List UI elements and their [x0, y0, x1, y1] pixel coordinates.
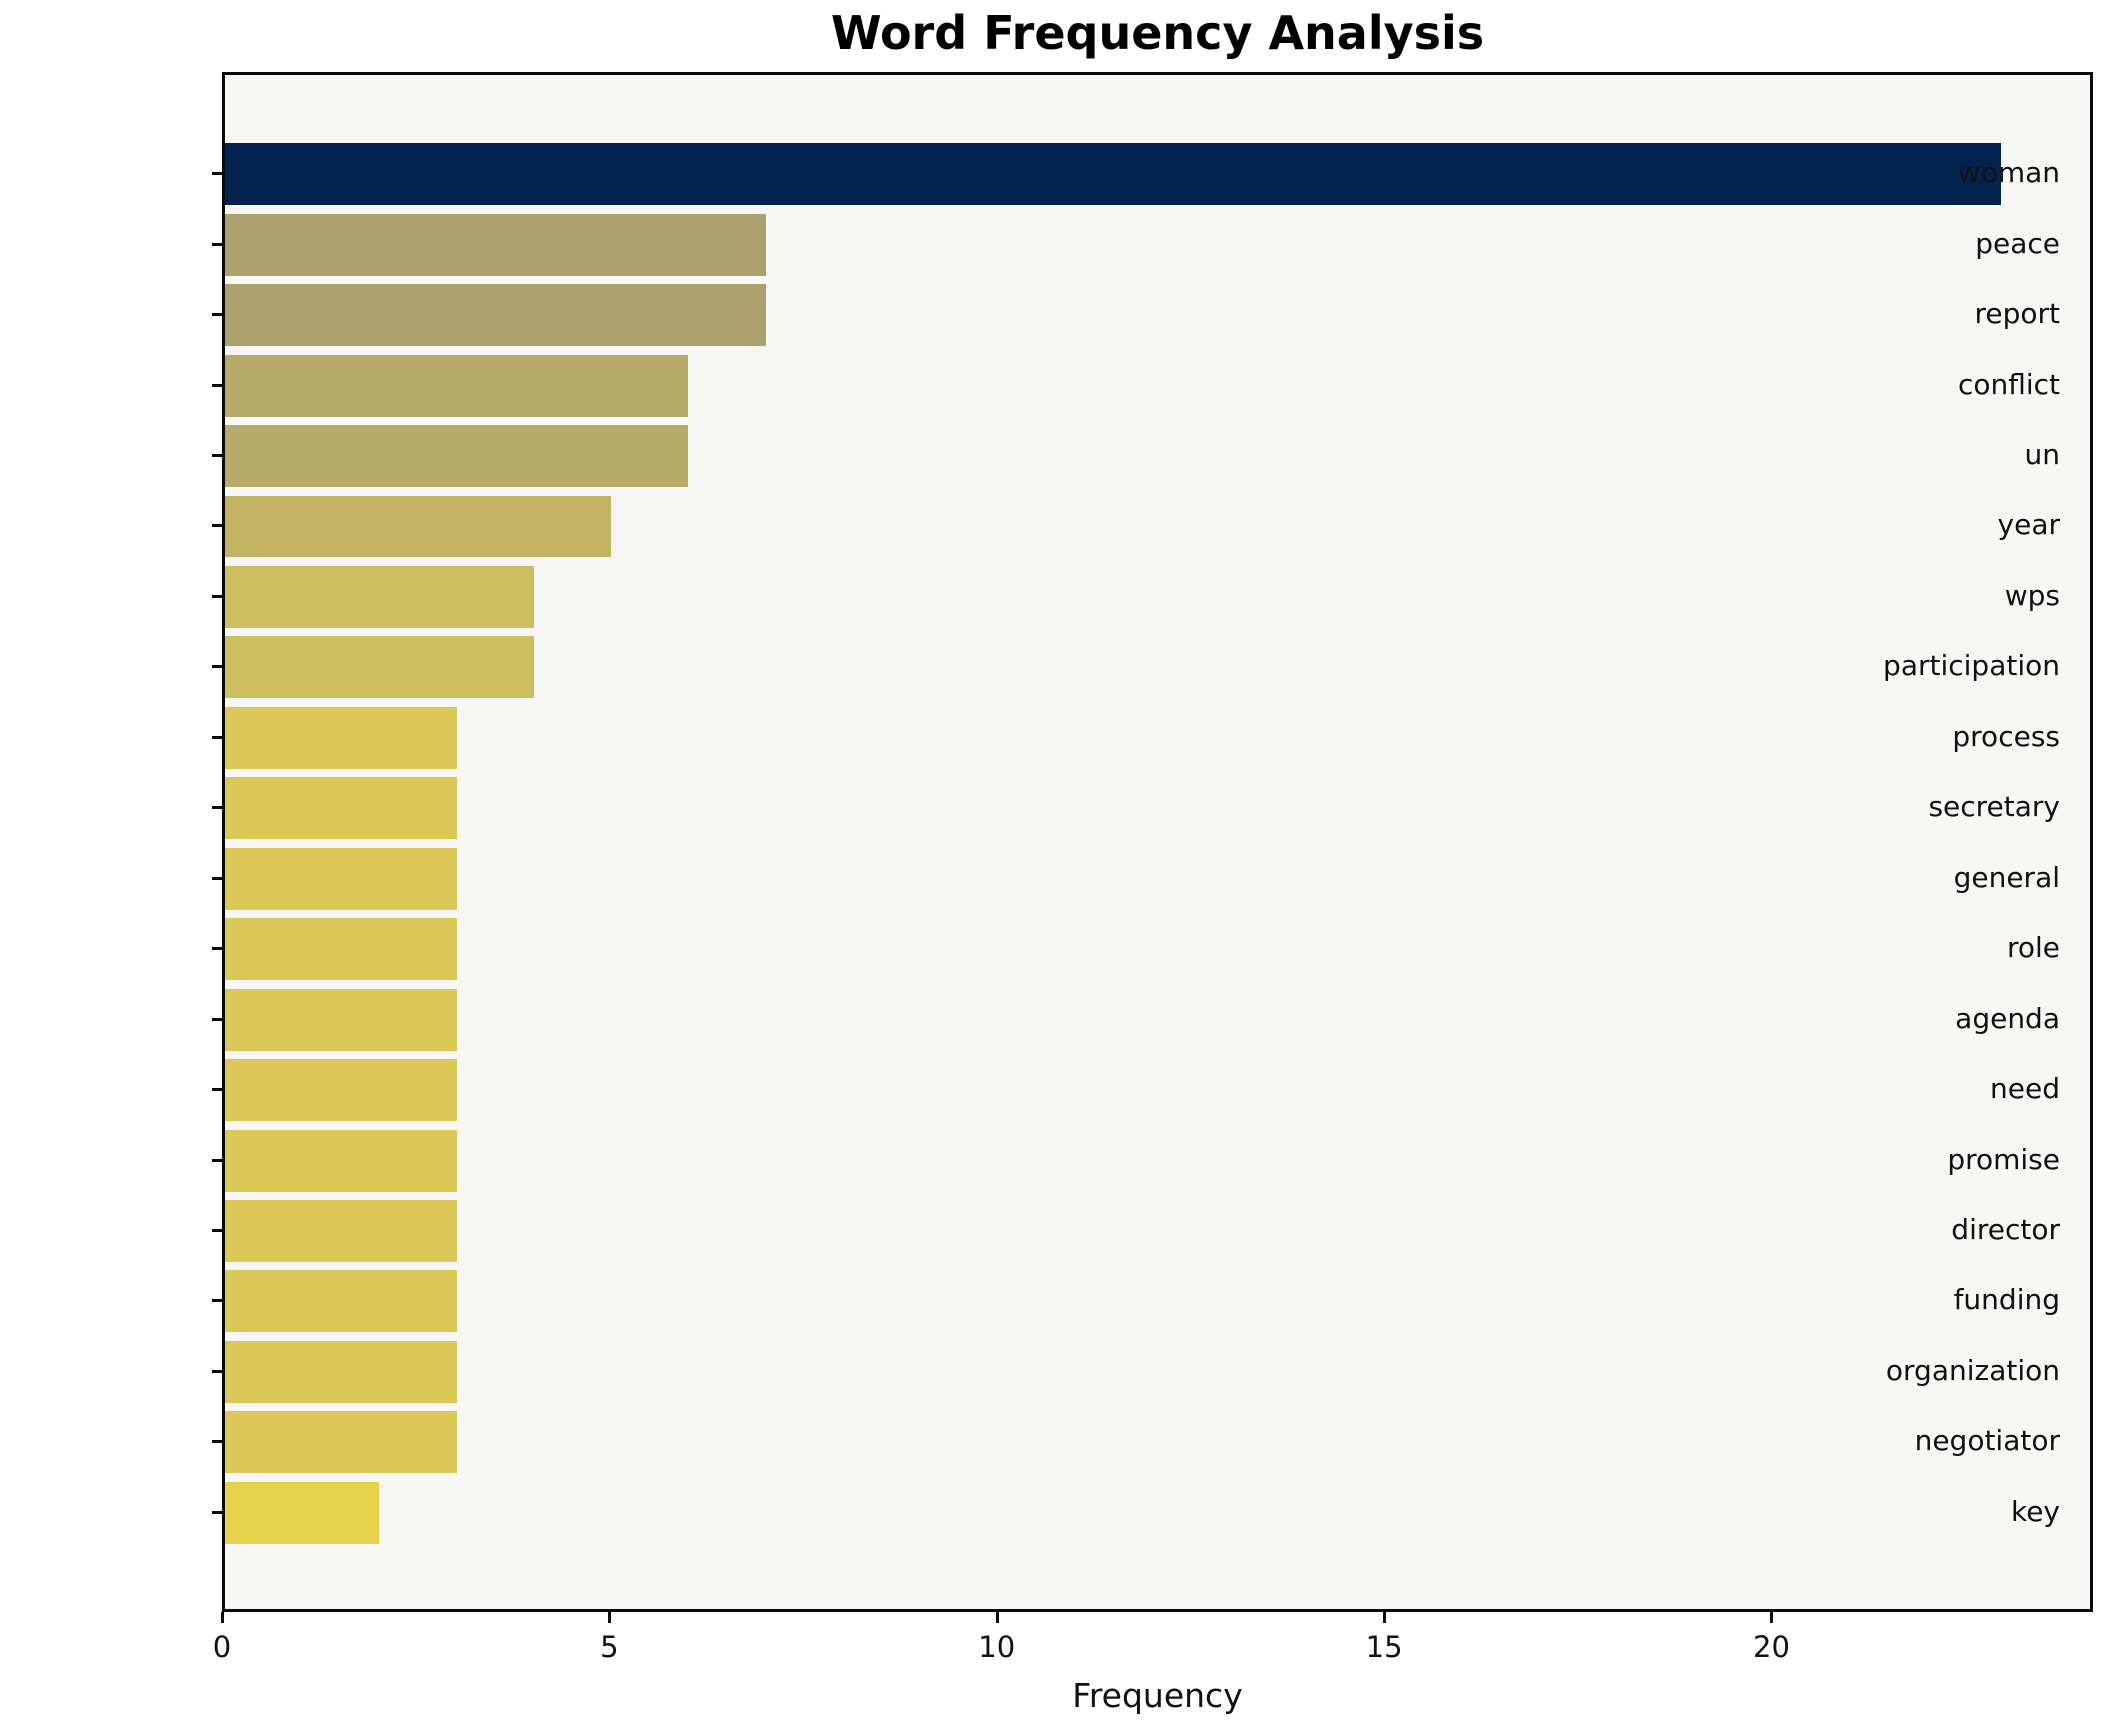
y-tick-label: general — [1953, 860, 2060, 894]
x-tick-label: 20 — [1753, 1630, 1790, 1664]
y-tick-label: key — [2010, 1495, 2060, 1529]
y-tick-mark — [212, 665, 222, 669]
y-tick-mark — [212, 806, 222, 810]
bar-row: process — [212, 703, 2090, 773]
plot-area: woman peace report conflict un year — [212, 72, 2093, 1612]
bar-row: key — [212, 1478, 2090, 1548]
frequency-bar — [225, 284, 766, 347]
frequency-bar — [225, 1270, 457, 1333]
frequency-bar — [225, 425, 689, 488]
frequency-bar — [225, 847, 457, 910]
frequency-bar — [225, 1129, 457, 1192]
y-tick-mark — [212, 524, 222, 528]
frequency-bar — [225, 918, 457, 981]
y-tick-label: agenda — [1955, 1001, 2060, 1035]
frequency-bar — [225, 1340, 457, 1403]
chart-title: Word Frequency Analysis — [830, 6, 1485, 60]
y-tick-mark — [212, 1158, 222, 1162]
bar-row: year — [212, 491, 2090, 561]
bar-row: participation — [212, 632, 2090, 702]
x-axis-title: Frequency — [1072, 1676, 1243, 1715]
y-tick-mark — [212, 1017, 222, 1021]
frequency-bar — [225, 1481, 380, 1544]
frequency-bar — [225, 636, 534, 699]
frequency-bar — [225, 988, 457, 1051]
y-tick-label: un — [2024, 438, 2061, 472]
bar-row: un — [212, 421, 2090, 491]
y-tick-mark — [212, 947, 222, 951]
bar-row: woman — [212, 139, 2090, 209]
y-tick-mark — [212, 1369, 222, 1373]
bar-row: conflict — [212, 350, 2090, 420]
y-tick-label: year — [1997, 508, 2060, 542]
y-tick-mark — [212, 1088, 222, 1092]
y-tick-label: promise — [1947, 1142, 2060, 1176]
bar-row: organization — [212, 1337, 2090, 1407]
frequency-bar — [225, 1059, 457, 1122]
y-tick-label: woman — [1957, 156, 2060, 190]
y-tick-mark — [212, 1229, 222, 1233]
y-tick-label: wps — [2004, 579, 2060, 613]
y-tick-label: role — [2006, 931, 2060, 965]
frequency-bar — [225, 706, 457, 769]
frequency-bar — [225, 1411, 457, 1474]
x-tick-label: 10 — [978, 1630, 1016, 1664]
x-tick-label: 0 — [212, 1630, 232, 1664]
frequency-bar — [225, 143, 2002, 206]
y-tick-mark — [212, 594, 222, 598]
frequency-bar — [225, 1200, 457, 1263]
bar-row: wps — [212, 562, 2090, 632]
frequency-bar — [225, 354, 689, 417]
y-tick-mark — [212, 1510, 222, 1514]
bar-row: negotiator — [212, 1407, 2090, 1477]
bar-row: report — [212, 280, 2090, 350]
y-tick-label: report — [1974, 297, 2060, 331]
y-tick-label: organization — [1885, 1354, 2060, 1388]
bar-row: general — [212, 844, 2090, 914]
y-tick-label: negotiator — [1914, 1424, 2060, 1458]
frequency-bar — [225, 565, 534, 628]
y-tick-label: secretary — [1928, 790, 2060, 824]
x-tick-mark — [995, 1612, 999, 1623]
bar-row: agenda — [212, 984, 2090, 1054]
y-tick-mark — [212, 1440, 222, 1444]
x-axis: 0 5 10 15 20 — [213, 1612, 2093, 1682]
y-tick-label: process — [1952, 720, 2060, 754]
bar-row: need — [212, 1055, 2090, 1125]
y-tick-label: director — [1951, 1213, 2060, 1247]
x-tick-mark — [221, 1612, 224, 1623]
x-tick-mark — [1383, 1612, 1387, 1623]
x-tick-label: 5 — [600, 1630, 619, 1664]
y-tick-mark — [212, 313, 222, 317]
y-tick-mark — [212, 735, 222, 739]
y-tick-mark — [212, 242, 222, 246]
frequency-bar — [225, 777, 457, 840]
y-tick-mark — [212, 383, 222, 387]
bar-rows: woman peace report conflict un year — [212, 139, 2090, 1548]
bar-row: funding — [212, 1266, 2090, 1336]
y-tick-label: need — [1990, 1072, 2060, 1106]
bar-row: secretary — [212, 773, 2090, 843]
x-tick-label: 15 — [1365, 1630, 1403, 1664]
y-tick-mark — [212, 172, 222, 176]
frequency-bar — [225, 495, 612, 558]
bar-row: peace — [212, 209, 2090, 279]
x-tick-mark — [1770, 1612, 1774, 1623]
y-tick-mark — [212, 876, 222, 880]
bar-row: promise — [212, 1125, 2090, 1195]
frequency-bar — [225, 213, 766, 276]
y-tick-mark — [212, 454, 222, 458]
y-tick-label: funding — [1953, 1283, 2060, 1317]
y-tick-mark — [212, 1299, 222, 1303]
y-tick-label: participation — [1883, 649, 2060, 683]
bar-row: director — [212, 1196, 2090, 1266]
x-tick-mark — [608, 1612, 612, 1623]
bar-row: role — [212, 914, 2090, 984]
y-tick-label: conflict — [1957, 367, 2060, 401]
y-tick-label: peace — [1975, 226, 2060, 260]
